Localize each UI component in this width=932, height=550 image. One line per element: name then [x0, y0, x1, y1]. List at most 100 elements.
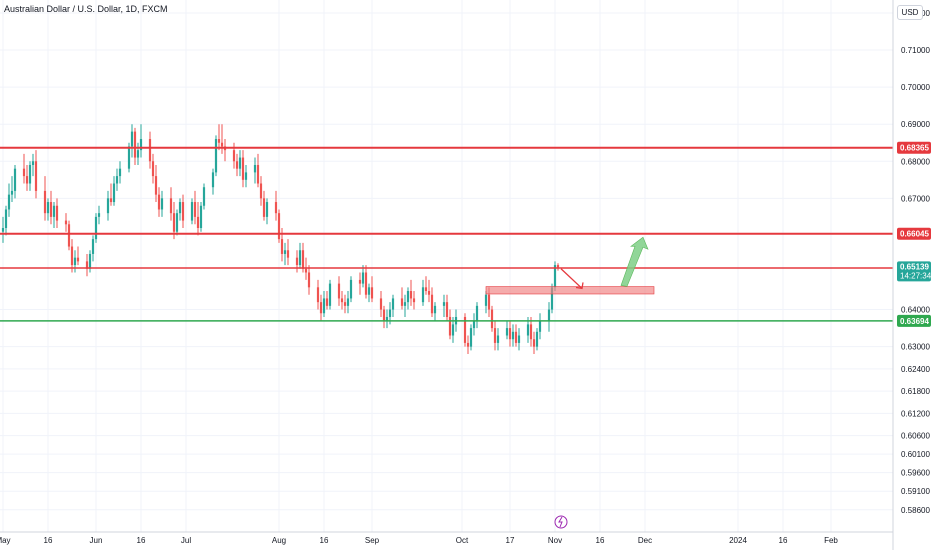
- candle-body: [94, 216, 98, 240]
- up-arrow: [620, 236, 649, 287]
- level-badge: [897, 141, 931, 154]
- candle-body: [169, 198, 173, 214]
- x-tick-label: Feb: [824, 536, 838, 545]
- candle-body: [88, 253, 92, 269]
- candle-body: [73, 257, 77, 266]
- candle-body: [64, 220, 68, 225]
- candle-body: [160, 198, 164, 210]
- candle-body: [361, 272, 365, 284]
- candle-body: [550, 287, 554, 310]
- x-tick-label: 16: [44, 536, 53, 545]
- candle-body: [118, 168, 122, 177]
- countdown-text: 14:27:34: [900, 271, 932, 280]
- candle-body: [445, 302, 449, 317]
- candle-body: [463, 316, 467, 343]
- candle-body: [421, 287, 425, 303]
- candle-body: [1, 228, 5, 232]
- candle-body: [25, 176, 29, 184]
- chart-title: Australian Dollar / U.S. Dollar, 1D, FXC…: [4, 4, 168, 14]
- candle-body: [319, 302, 323, 314]
- candle-body: [325, 298, 329, 306]
- candle-body: [22, 168, 26, 177]
- currency-selector[interactable]: USD: [897, 5, 923, 20]
- candle-body: [472, 320, 476, 329]
- candle-body: [379, 298, 383, 310]
- candle-body: [316, 287, 320, 303]
- candle-body: [553, 265, 557, 288]
- candle-body: [76, 257, 80, 262]
- candle-body: [337, 283, 341, 299]
- candle-body: [235, 161, 239, 169]
- y-tick-label: 0.60100: [901, 450, 930, 459]
- candle-body: [241, 157, 245, 180]
- candle-body: [406, 291, 410, 303]
- y-tick-label: 0.59100: [901, 487, 930, 496]
- x-tick-label: Jun: [90, 536, 103, 545]
- candle-body: [196, 216, 200, 228]
- down-arrow-head: [575, 282, 584, 290]
- candle-body: [490, 309, 494, 329]
- candle-body: [67, 224, 71, 247]
- x-tick-label: Sep: [365, 536, 380, 545]
- candle-body: [505, 328, 509, 336]
- candle-body: [4, 209, 8, 228]
- candle-body: [301, 250, 305, 269]
- candle-body: [451, 324, 455, 336]
- y-tick-label: 0.60600: [901, 432, 930, 441]
- candle-body: [547, 309, 551, 321]
- candle-body: [193, 202, 197, 217]
- y-tick-label: 0.58600: [901, 506, 930, 515]
- candle-body: [181, 202, 185, 221]
- candle-body: [385, 316, 389, 321]
- candle-body: [433, 305, 437, 314]
- candle-body: [154, 176, 158, 195]
- current-price-text: 0.65139: [900, 262, 929, 271]
- x-tick-label: 16: [779, 536, 788, 545]
- y-tick-label: 0.64000: [901, 306, 930, 315]
- x-tick-label: Nov: [548, 536, 562, 545]
- candle-body: [493, 328, 497, 343]
- x-tick-label: 17: [506, 536, 515, 545]
- candle-body: [91, 239, 95, 254]
- price-badges: 0.683650.660450.651220.636940.6513914:27…: [897, 141, 932, 327]
- candle-body: [46, 202, 50, 214]
- x-tick-label: Jul: [181, 536, 191, 545]
- candle-body: [412, 298, 416, 303]
- candle-body: [175, 213, 179, 232]
- candle-body: [517, 335, 521, 343]
- candle-body: [127, 146, 131, 169]
- candle-body: [115, 176, 119, 184]
- grid-lines: [0, 0, 893, 532]
- candle-body: [307, 272, 311, 288]
- x-tick-label: 16: [596, 536, 605, 545]
- candle-body: [49, 202, 53, 217]
- candle-body: [109, 198, 113, 203]
- x-tick-label: Oct: [456, 536, 469, 545]
- candle-body: [349, 279, 353, 299]
- horizontal-levels: [0, 146, 893, 322]
- candle-body: [532, 339, 536, 347]
- candle-body: [277, 213, 281, 240]
- candle-body: [556, 265, 560, 268]
- candle-body: [253, 164, 257, 173]
- candle-body: [364, 272, 368, 295]
- candle-body: [259, 183, 263, 199]
- candle-body: [13, 168, 17, 191]
- candle-body: [358, 279, 362, 284]
- level-badge: [897, 314, 931, 327]
- candle-body: [295, 257, 299, 266]
- candle-body: [52, 205, 56, 217]
- y-tick-label: 0.69000: [901, 120, 930, 129]
- candle-body: [388, 309, 392, 317]
- candle-body: [280, 239, 284, 254]
- y-tick-label: 0.62400: [901, 365, 930, 374]
- candle-body: [217, 139, 221, 143]
- down-arrow: [560, 268, 583, 289]
- y-tick-label: 0.70000: [901, 83, 930, 92]
- y-tick-label: 0.63000: [901, 343, 930, 352]
- candle-body: [133, 131, 137, 158]
- candle-body: [139, 139, 143, 151]
- candle-body: [487, 294, 491, 310]
